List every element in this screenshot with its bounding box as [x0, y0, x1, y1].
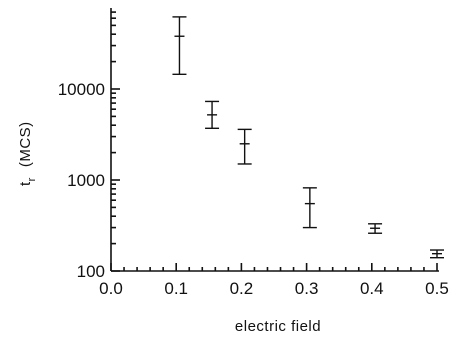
data-point	[172, 16, 187, 76]
data-point	[430, 249, 444, 259]
y-axis-label-main: t	[17, 181, 34, 186]
y-tick-label: 10000	[58, 80, 105, 99]
x-tick-label: 0.5	[425, 279, 449, 298]
x-tick-label: 0.0	[99, 279, 123, 298]
data-point	[302, 187, 317, 229]
x-tick-label: 0.3	[295, 279, 319, 298]
x-tick-label: 0.1	[164, 279, 188, 298]
axes	[110, 8, 439, 272]
data-point	[205, 100, 220, 129]
y-tick-label: 100	[77, 262, 105, 281]
x-tick-label: 0.4	[360, 279, 384, 298]
y-axis-label-unit: (MCS)	[17, 121, 34, 167]
y-axis-label: tr (MCS)	[17, 121, 38, 186]
data-point	[237, 128, 252, 165]
svg-text:tr(MCS): tr (MCS)	[17, 121, 38, 186]
data-point	[368, 223, 383, 234]
y-tick-label: 1000	[67, 171, 105, 190]
data-points	[172, 16, 444, 259]
y-axis-label-subscript: r	[26, 177, 38, 181]
x-axis-label: electric field	[235, 318, 321, 335]
ticks: 0.0 0.1 0.2 0.3 0.4 0.5 100 1000 10000	[58, 11, 449, 298]
axis-labels: electric field tr (MCS)	[17, 121, 321, 335]
x-tick-label: 0.2	[230, 279, 254, 298]
